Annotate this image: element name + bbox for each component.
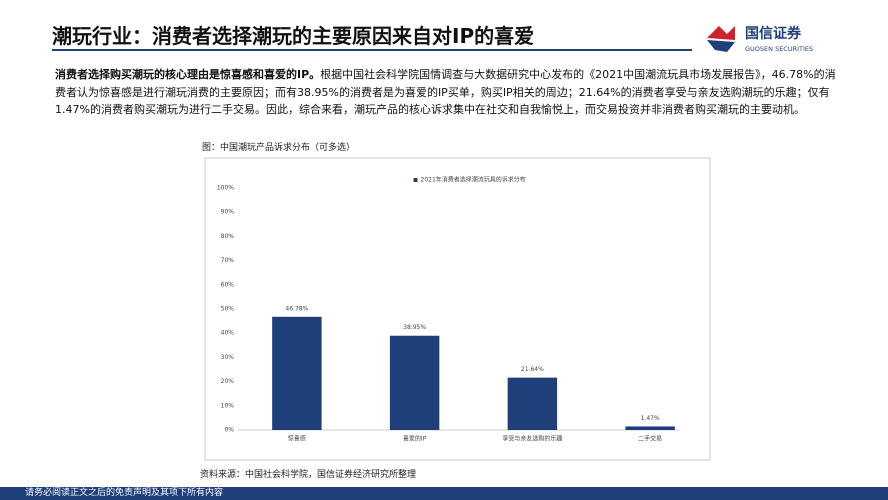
x-tick-label: 惊喜感 [288,435,306,443]
x-tick-label: 享受与亲友选购的乐趣 [502,435,562,443]
bar [625,426,675,430]
value-label: 46.78% [285,305,308,312]
y-tick-label: 0% [224,427,234,434]
title-rule [52,49,692,51]
bar [272,316,322,430]
logo-english: GUOSEN SECURITIES [745,45,813,53]
source-note: 资料来源：中国社会科学院，国信证券经济研究所整理 [200,470,417,480]
value-label: 21.64% [521,366,544,373]
chart-frame [204,157,711,461]
logo: 国信证券 GUOSEN SECURITIES [707,25,813,53]
y-tick-label: 20% [221,378,235,385]
legend-swatch [413,178,418,182]
y-tick-label: 40% [221,330,235,337]
bar [507,377,558,430]
logo-name: 国信证券 [745,25,802,42]
y-tick-label: 80% [221,233,235,240]
body-lead: 消费者选择购买潮玩的核心理由是惊喜感和喜爱的IP。 [55,68,321,81]
slide-title: 潮玩行业：消费者选择潮玩的主要原因来自对IP的喜爱 [52,24,535,48]
y-tick-label: 30% [221,354,235,361]
figure-caption: 图：中国潮玩产品诉求分布（可多选） [202,143,356,153]
y-tick-label: 100% [217,185,234,192]
x-tick-label: 喜爱的IP [403,435,427,443]
x-tick-label: 二手交易 [638,435,662,443]
y-tick-label: 60% [221,281,235,288]
body-text: 消费者选择购买潮玩的核心理由是惊喜感和喜爱的IP。根据中国社会科学院国情调查与大… [55,66,845,119]
legend-label: 2021年消费者选择潮流玩具的诉求分布 [421,176,526,184]
footer-bar: 请务必阅读正文之后的免责声明及其项下所有内容 [0,487,888,500]
value-label: 38.95% [403,324,426,331]
y-tick-label: 70% [221,257,235,264]
bar [389,335,440,430]
chart: 0% 10% 20% 30% 40% 50% 60% 70% 80% 90% 100% 2021年消费… [204,157,711,461]
footer-text: 请务必阅读正文之后的免责声明及其项下所有内容 [25,488,224,498]
y-tick-label: 50% [221,306,235,313]
body-paragraph: 根据中国社会科学院国情调查与大数据研究中心发布的《2021中国潮流玩具市场发展报… [55,68,836,116]
logo-mark-red [707,26,735,40]
logo-mark-blue [707,40,735,52]
y-tick-label: 10% [221,402,235,409]
y-tick-label: 90% [221,209,235,216]
value-label: 1.47% [641,415,660,422]
